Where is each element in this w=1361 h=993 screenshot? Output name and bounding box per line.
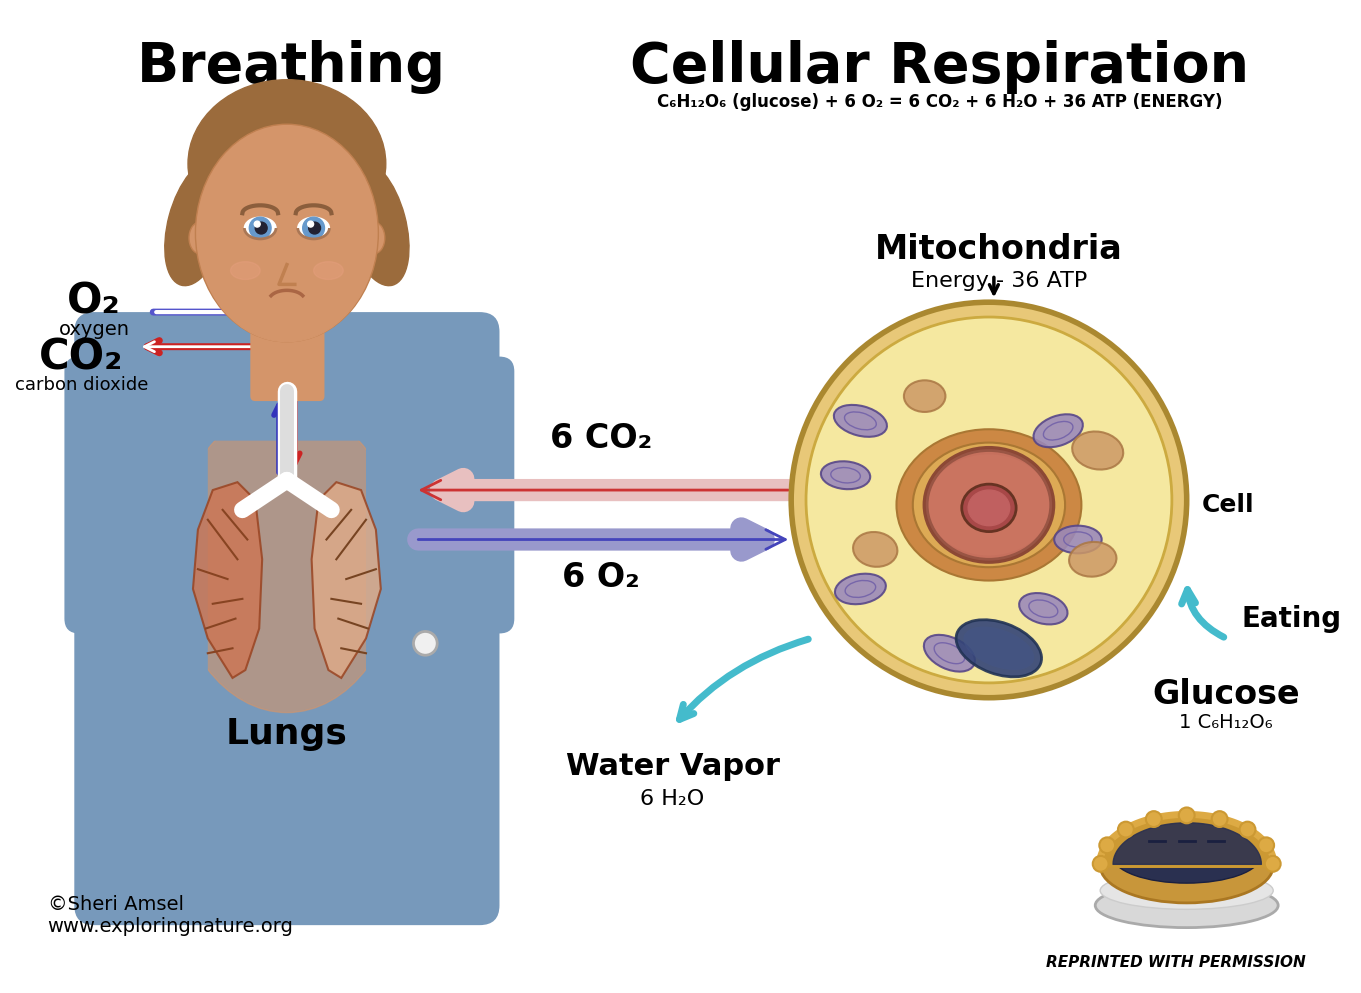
Circle shape [1179,807,1195,823]
Circle shape [308,221,313,227]
Ellipse shape [1033,414,1083,447]
Text: 6 H₂O: 6 H₂O [641,788,705,808]
Circle shape [302,217,324,239]
Polygon shape [193,483,263,678]
Ellipse shape [968,491,1010,525]
Circle shape [249,217,271,239]
Ellipse shape [924,635,974,671]
FancyBboxPatch shape [88,332,485,441]
Ellipse shape [188,79,385,248]
Ellipse shape [1072,432,1123,470]
Ellipse shape [834,405,887,437]
Text: Lungs: Lungs [226,718,348,752]
Circle shape [1211,811,1228,827]
FancyBboxPatch shape [88,332,208,906]
Text: 6 O₂: 6 O₂ [562,561,640,594]
Text: www.exploringnature.org: www.exploringnature.org [48,918,294,936]
FancyBboxPatch shape [426,356,514,634]
Ellipse shape [1096,883,1278,927]
Ellipse shape [1100,872,1274,910]
Ellipse shape [343,161,410,286]
Ellipse shape [363,222,385,254]
Circle shape [1146,811,1162,827]
Circle shape [806,317,1172,683]
Ellipse shape [230,262,260,279]
Ellipse shape [1070,542,1116,577]
Text: Breathing: Breathing [137,40,446,94]
Ellipse shape [962,485,1017,531]
Ellipse shape [924,448,1053,562]
Polygon shape [312,483,381,678]
Circle shape [1264,856,1281,872]
Ellipse shape [821,462,870,490]
Ellipse shape [897,429,1082,581]
Text: CO₂: CO₂ [39,337,124,378]
Text: Cellular Respiration: Cellular Respiration [630,40,1249,94]
Circle shape [1117,821,1134,837]
Ellipse shape [925,453,1052,556]
Ellipse shape [199,134,374,342]
FancyBboxPatch shape [366,332,485,906]
FancyBboxPatch shape [64,356,148,634]
Text: oxygen: oxygen [59,320,129,339]
Circle shape [1240,821,1255,837]
Text: O₂: O₂ [67,280,121,323]
Ellipse shape [913,443,1066,567]
Circle shape [414,632,437,655]
Ellipse shape [957,620,1041,677]
FancyBboxPatch shape [250,317,324,401]
Text: carbon dioxide: carbon dioxide [15,376,148,394]
FancyBboxPatch shape [88,791,485,911]
Ellipse shape [904,380,946,412]
Ellipse shape [196,124,378,342]
Ellipse shape [964,627,1034,670]
Text: 6 CO₂: 6 CO₂ [550,422,652,456]
Text: ©Sheri Amsel: ©Sheri Amsel [48,896,184,915]
Circle shape [1259,837,1274,853]
Ellipse shape [313,262,343,279]
Text: Cell: Cell [1202,493,1253,517]
Text: Energy - 36 ATP: Energy - 36 ATP [911,270,1087,291]
Circle shape [255,221,260,227]
Ellipse shape [1100,829,1274,903]
Circle shape [256,222,267,234]
Ellipse shape [165,161,231,286]
Ellipse shape [1019,593,1067,625]
Text: Water Vapor: Water Vapor [566,752,780,781]
Ellipse shape [1112,829,1260,883]
Circle shape [1093,856,1109,872]
Ellipse shape [189,222,211,254]
Circle shape [309,222,320,234]
Text: C₆H₁₂O₆ (glucose) + 6 O₂ = 6 CO₂ + 6 H₂O + 36 ATP (ENERGY): C₆H₁₂O₆ (glucose) + 6 O₂ = 6 CO₂ + 6 H₂O… [657,92,1222,110]
Text: 1 C₆H₁₂O₆: 1 C₆H₁₂O₆ [1180,713,1273,732]
Circle shape [1100,837,1115,853]
Text: Glucose: Glucose [1153,678,1300,711]
Text: REPRINTED WITH PERMISSION: REPRINTED WITH PERMISSION [1045,955,1305,970]
Ellipse shape [834,574,886,604]
Text: Eating: Eating [1241,605,1341,633]
FancyBboxPatch shape [75,312,499,925]
Ellipse shape [245,217,276,239]
Ellipse shape [173,406,400,713]
Ellipse shape [1055,525,1101,553]
Circle shape [791,302,1187,698]
Text: Mitochondria: Mitochondria [875,233,1123,266]
Ellipse shape [298,217,329,239]
Ellipse shape [853,532,897,567]
